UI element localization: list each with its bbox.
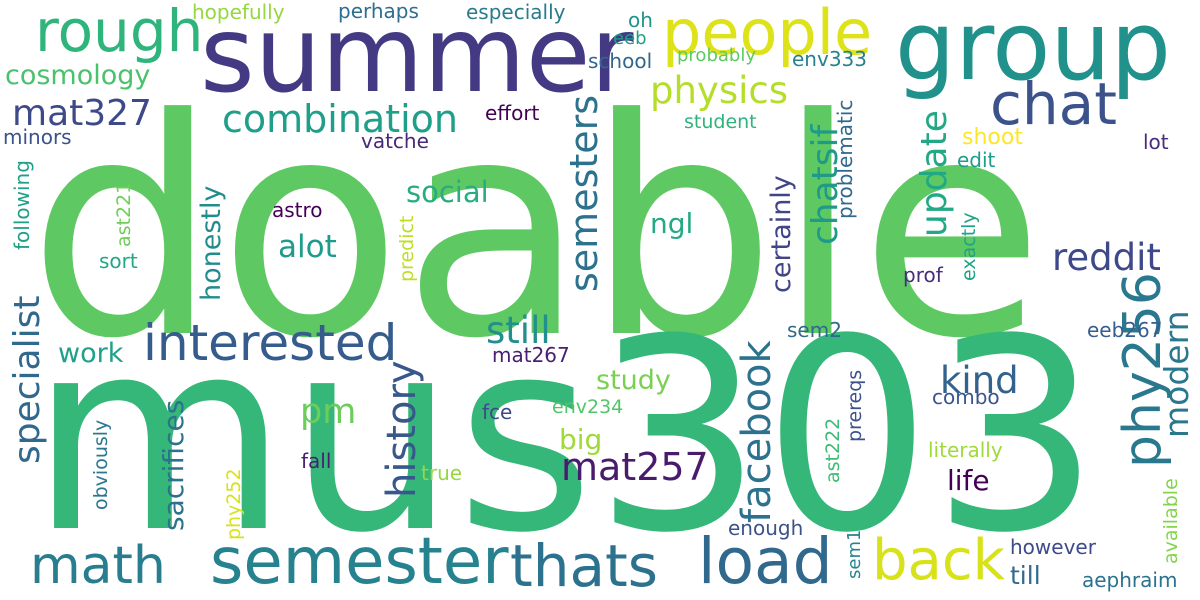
cloud-word: specialist [7, 295, 48, 465]
cloud-word: phy252 [223, 468, 245, 540]
cloud-word: ngl [650, 207, 694, 240]
cloud-word: fce [482, 400, 513, 424]
cloud-word: group [895, 0, 1171, 102]
cloud-word: eeb [613, 28, 647, 49]
cloud-word: work [58, 338, 124, 369]
cloud-word: especially [466, 0, 566, 24]
cloud-word: ast222 [822, 417, 844, 483]
cloud-word: summer [200, 0, 634, 116]
cloud-word: prof [903, 263, 943, 287]
cloud-word: env234 [552, 396, 624, 418]
cloud-word: chat [990, 70, 1117, 138]
cloud-word: mat267 [492, 343, 570, 367]
cloud-word: study [596, 365, 671, 396]
cloud-word: eeb267 [1087, 318, 1163, 342]
cloud-word: obviously [90, 419, 112, 510]
cloud-word: minors [3, 125, 72, 149]
cloud-word: reddit [1052, 236, 1161, 279]
cloud-word: following [10, 160, 34, 250]
cloud-word: astro [272, 198, 323, 222]
cloud-word: people [662, 0, 873, 69]
cloud-word: available [1160, 478, 1182, 564]
cloud-word: combo [932, 385, 1000, 409]
cloud-word: alot [278, 229, 337, 265]
cloud-word: semesters [562, 94, 606, 292]
cloud-word: still [486, 309, 551, 352]
cloud-word: shoot [962, 125, 1023, 150]
cloud-word: honestly [196, 185, 227, 302]
cloud-word: update [914, 110, 955, 237]
cloud-word: thats [510, 532, 659, 600]
cloud-word: probably [677, 45, 756, 66]
cloud-word: sem2 [787, 318, 842, 342]
cloud-word: prereqs [844, 369, 866, 442]
cloud-word: math [30, 536, 166, 596]
cloud-word: pm [300, 392, 357, 432]
cloud-word: literally [928, 438, 1003, 462]
cloud-word: hopefully [192, 0, 285, 24]
cloud-word: doable [28, 55, 1045, 404]
cloud-word: life [947, 464, 990, 497]
cloud-word: exactly [958, 212, 980, 281]
cloud-word: modern [1157, 310, 1196, 439]
cloud-word: true [421, 461, 463, 485]
cloud-word: physics [650, 69, 789, 112]
cloud-word: however [1010, 535, 1096, 559]
cloud-word: interested [143, 314, 398, 372]
cloud-word: oh [628, 8, 653, 32]
cloud-word: load [698, 525, 833, 598]
cloud-word: predict [396, 215, 418, 282]
cloud-word: env333 [792, 47, 867, 71]
cloud-word: certainly [766, 175, 797, 293]
cloud-word: sort [99, 249, 138, 273]
cloud-word: lot [1143, 130, 1169, 154]
cloud-word: rough [35, 0, 204, 65]
cloud-word: combination [222, 97, 458, 141]
cloud-word: student [684, 111, 757, 133]
cloud-word: ast221 [113, 181, 135, 247]
cloud-word: enough [728, 516, 804, 540]
cloud-word: social [406, 175, 489, 209]
cloud-word: vatche [361, 129, 429, 153]
cloud-word: sacrifices [157, 399, 190, 531]
cloud-word: till [1010, 561, 1041, 590]
cloud-word: fall [301, 449, 332, 473]
cloud-word: sem1 [844, 529, 865, 579]
cloud-word: history [379, 360, 425, 498]
cloud-word: perhaps [338, 0, 419, 23]
cloud-word: problematic [833, 99, 857, 219]
cloud-word: aephraim [1082, 568, 1178, 592]
cloud-word: edit [957, 148, 996, 172]
cloud-word: kind [940, 359, 1019, 402]
cloud-word: school [588, 49, 653, 73]
cloud-word: mus303 [30, 283, 1100, 591]
cloud-word: facebook [734, 340, 780, 523]
cloud-word: cosmology [5, 60, 151, 91]
cloud-word: big [559, 423, 603, 456]
cloud-word: effort [485, 101, 540, 125]
cloud-word: mat257 [561, 445, 709, 489]
cloud-word: back [872, 528, 1006, 593]
cloud-word: mat327 [12, 93, 152, 134]
cloud-word: semester [210, 525, 509, 599]
